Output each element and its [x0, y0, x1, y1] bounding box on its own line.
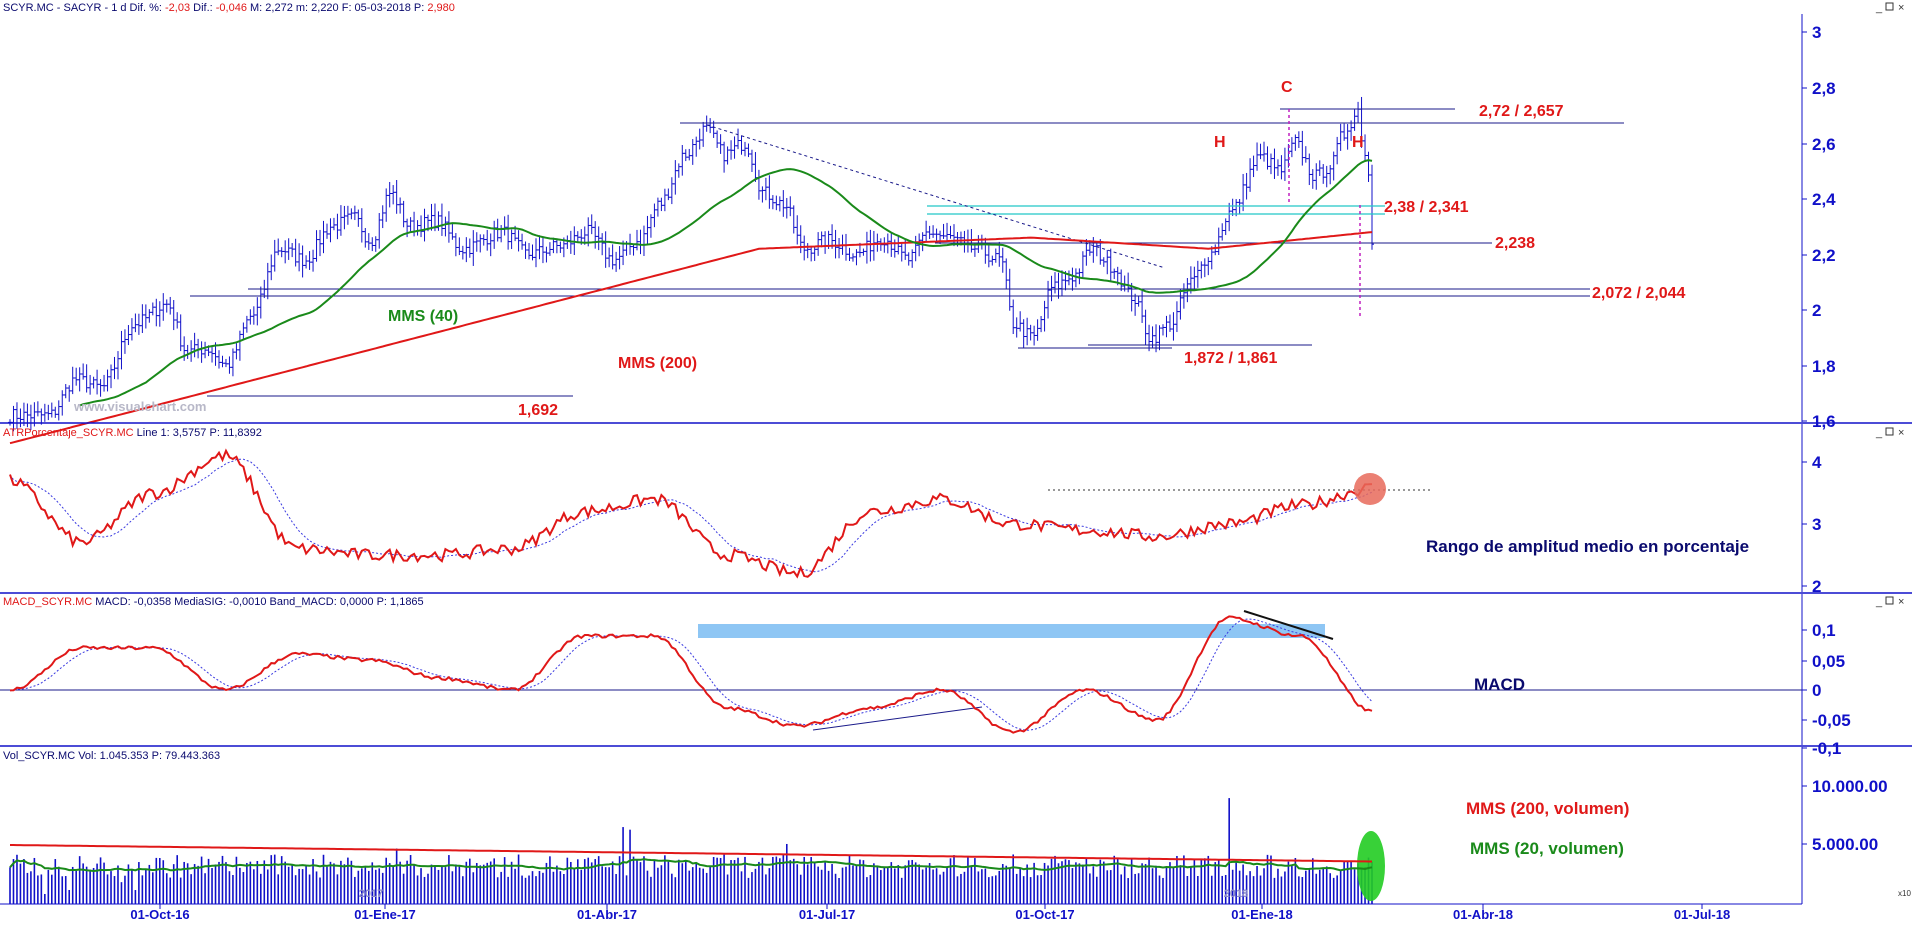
atr-highlight-circle — [1354, 473, 1386, 505]
atr-title: ATRPorcentaje_SCYR.MC Line 1: 3,5757 P: … — [3, 427, 262, 439]
level-label-2072: 2,072 / 2,044 — [1592, 285, 1686, 302]
trendline-dashed — [706, 124, 1166, 269]
macd-signal-line — [10, 618, 1373, 731]
volume-mms200-label: MMS (200, volumen) — [1466, 799, 1629, 818]
price-ohlc-bars — [8, 96, 1374, 432]
maximize-icon[interactable] — [1885, 596, 1894, 605]
atr-signal-line — [9, 458, 1373, 573]
close-icon[interactable]: × — [1898, 2, 1904, 14]
price-title-bar — [0, 0, 1802, 14]
level-label-1872: 1,872 / 1,861 — [1184, 350, 1278, 367]
volume-bars — [9, 798, 1373, 904]
volume-mms20-label: MMS (20, volumen) — [1470, 839, 1624, 858]
x-tick-label: 01-Ene-17 — [354, 907, 415, 922]
watermark: www.visualchart.com — [73, 399, 206, 414]
level-label-238: 2,38 / 2,341 — [1384, 199, 1469, 216]
volume-y-ticks: 10.000.00 5.000.00 — [1802, 777, 1888, 854]
minimize-icon[interactable]: _ — [1875, 2, 1883, 14]
minimize-icon[interactable]: _ — [1875, 596, 1883, 608]
x-year-label: 2017 — [359, 888, 383, 900]
mms200-label: MMS (200) — [618, 355, 697, 372]
mms40-line — [79, 159, 1373, 407]
y-tick-label: 2,4 — [1812, 190, 1836, 209]
price-title: SCYR.MC - SACYR - 1 d Dif. %: -2,03 Dif.… — [3, 2, 455, 14]
price-level-lines — [190, 108, 1624, 397]
maximize-icon[interactable] — [1885, 2, 1894, 11]
macd-trendline-high — [1243, 610, 1334, 640]
x-tick-label: 01-Oct-16 — [130, 907, 189, 922]
price-annotations: C H H 2,72 / 2,657 2,38 / 2,341 2,238 2,… — [73, 79, 1686, 419]
y-tick-label: 5.000.00 — [1812, 835, 1878, 854]
macd-pane: MACD_SCYR.MC MACD: -0,0358 MediaSIG: -0,… — [0, 594, 1904, 758]
close-icon[interactable]: × — [1898, 427, 1904, 439]
y-tick-label: 0,1 — [1812, 621, 1836, 640]
atr-y-ticks: 4 3 2 — [1802, 453, 1822, 596]
volume-title: Vol_SCYR.MC Vol: 1.045.353 P: 79.443.363 — [3, 750, 220, 762]
x-tick-label: 01-Jul-17 — [799, 907, 855, 922]
atr-line — [9, 448, 1373, 579]
level-label-2238: 2,238 — [1495, 235, 1535, 252]
macd-y-ticks: 0,1 0,05 0 -0,05 -0,1 — [1802, 621, 1851, 758]
atr-pane: ATRPorcentaje_SCYR.MC Line 1: 3,5757 P: … — [3, 424, 1904, 596]
y-tick-label: 1,8 — [1812, 357, 1836, 376]
pattern-label-h-right: H — [1352, 134, 1364, 151]
y-tick-label: 2 — [1812, 301, 1821, 320]
macd-band-highlight — [698, 624, 1325, 638]
close-icon[interactable]: × — [1898, 596, 1904, 608]
volume-highlight-ellipse — [1357, 831, 1385, 901]
macd-line — [9, 615, 1373, 734]
x-tick-label: 01-Oct-17 — [1015, 907, 1074, 922]
y-tick-label: 2,6 — [1812, 135, 1836, 154]
y-tick-label: 10.000.00 — [1812, 777, 1888, 796]
x-year-label: 2018 — [1224, 888, 1248, 900]
atr-annotation: Rango de amplitud medio en porcentaje — [1426, 537, 1749, 556]
y-tick-label: -0,1 — [1812, 739, 1841, 758]
volume-scale-corner: x10 — [1898, 889, 1911, 898]
level-label-1692: 1,692 — [518, 402, 558, 419]
y-tick-label: 1,6 — [1812, 412, 1836, 431]
price-pane: SCYR.MC - SACYR - 1 d Dif. %: -2,03 Dif.… — [0, 0, 1904, 445]
y-tick-label: 2 — [1812, 577, 1821, 596]
volume-pane: Vol_SCYR.MC Vol: 1.045.353 P: 79.443.363… — [3, 747, 1911, 904]
price-window-controls[interactable]: _ × — [1875, 2, 1904, 14]
pattern-label-h-left: H — [1214, 134, 1226, 151]
level-label-272: 2,72 / 2,657 — [1479, 103, 1564, 120]
y-tick-label: 2,2 — [1812, 246, 1836, 265]
y-tick-label: -0,05 — [1812, 711, 1851, 730]
pattern-label-c: C — [1281, 79, 1293, 96]
atr-window-controls[interactable]: _ × — [1875, 427, 1904, 439]
y-tick-label: 3 — [1812, 23, 1821, 42]
x-axis: 01-Oct-16 01-Ene-17 01-Abr-17 01-Jul-17 01-O… — [130, 888, 1730, 922]
y-tick-label: 2,8 — [1812, 79, 1836, 98]
macd-title: MACD_SCYR.MC MACD: -0,0358 MediaSIG: -0,… — [3, 596, 424, 608]
macd-window-controls[interactable]: _ × — [1875, 596, 1904, 608]
mms200-line — [9, 231, 1373, 445]
y-tick-label: 0 — [1812, 681, 1821, 700]
y-tick-label: 3 — [1812, 515, 1821, 534]
x-tick-label: 01-Abr-17 — [577, 907, 637, 922]
x-tick-label: 01-Abr-18 — [1453, 907, 1513, 922]
macd-trendline-low — [812, 706, 983, 731]
y-tick-label: 4 — [1812, 453, 1822, 472]
volume-mms20-line — [9, 858, 1373, 873]
x-tick-label: 01-Ene-18 — [1231, 907, 1292, 922]
y-tick-label: 0,05 — [1812, 652, 1845, 671]
volume-mms200-line — [10, 844, 1372, 863]
minimize-icon[interactable]: _ — [1875, 427, 1883, 439]
macd-annotation: MACD — [1474, 675, 1525, 694]
price-y-ticks: 3 2,8 2,6 2,4 2,2 2 1,8 1,6 — [1802, 23, 1836, 431]
maximize-icon[interactable] — [1885, 427, 1894, 436]
x-tick-label: 01-Jul-18 — [1674, 907, 1730, 922]
mms40-label: MMS (40) — [388, 308, 458, 325]
